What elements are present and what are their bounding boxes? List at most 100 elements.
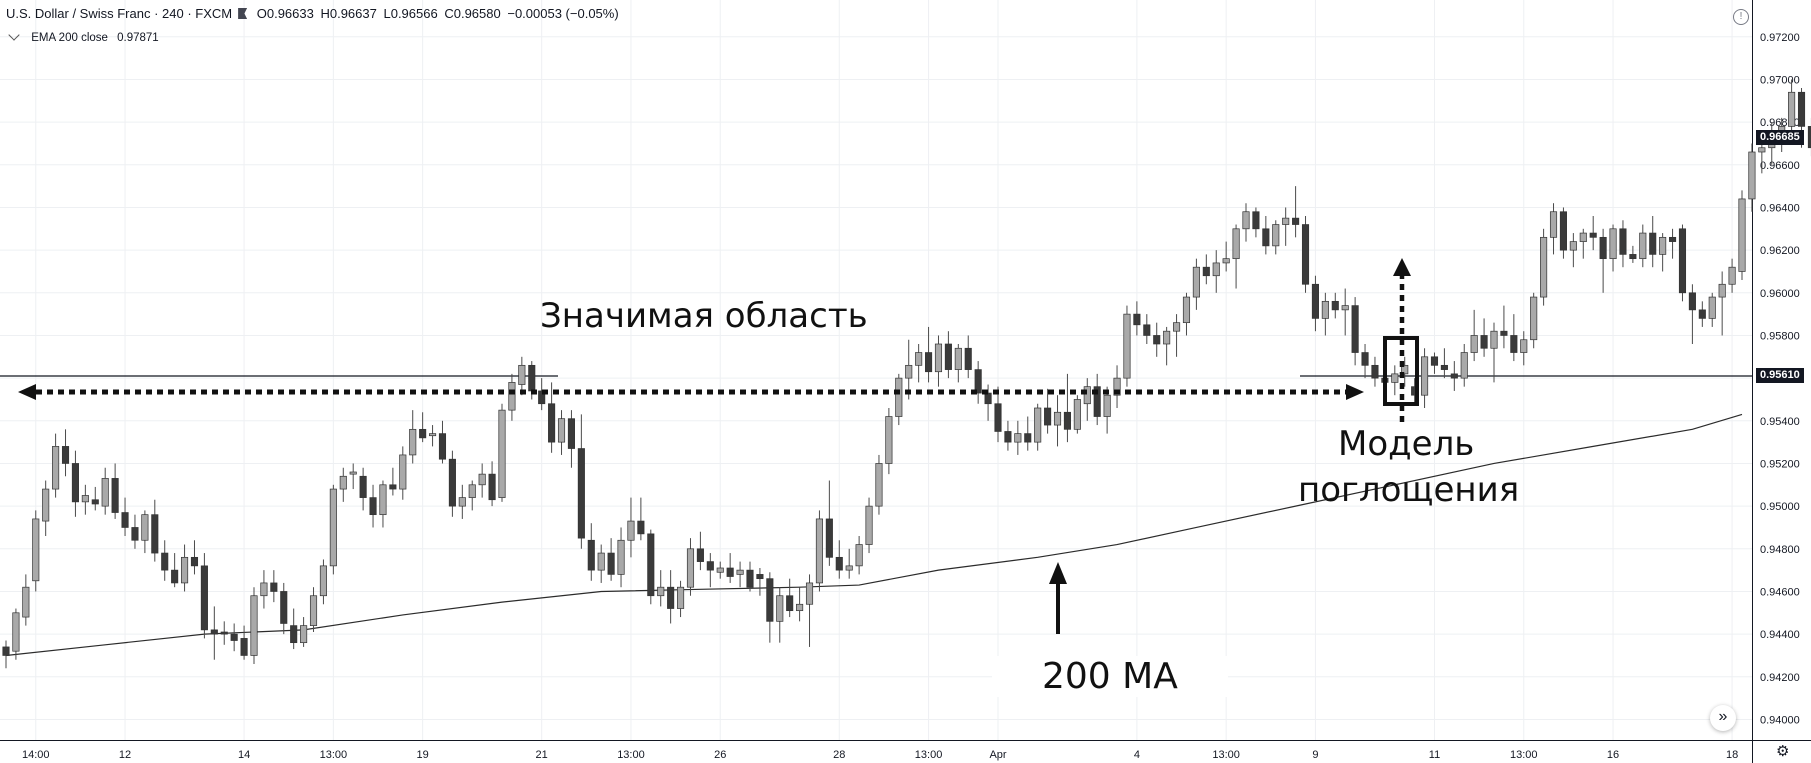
candle-bull	[32, 518, 40, 582]
candle-bull	[1728, 266, 1736, 285]
candle-bear	[210, 629, 218, 635]
candle-bear	[438, 433, 447, 460]
candle-bear	[1202, 266, 1210, 277]
flag-icon[interactable]	[238, 8, 248, 19]
candle-bull	[855, 544, 863, 567]
price-tick-label: 0.94200	[1760, 672, 1800, 684]
candle-bull	[1421, 356, 1429, 396]
candle-bull	[1341, 305, 1349, 311]
price-tick-label: 0.94600	[1760, 586, 1800, 598]
candle-bull	[1470, 335, 1478, 353]
candle-bull	[309, 595, 318, 626]
candle-bull	[429, 433, 437, 437]
candle-bear	[91, 499, 99, 505]
candle-bull	[1123, 313, 1131, 379]
candle-bull	[260, 582, 268, 597]
candle-bear	[766, 578, 774, 622]
candle-bull	[399, 454, 407, 490]
zone-arrow-head-right	[1346, 384, 1364, 400]
candle-bull	[42, 488, 50, 522]
time-tick-label: 18	[1726, 749, 1738, 761]
engulfing-arrow-head	[1393, 258, 1411, 276]
price-tick-label: 0.94400	[1760, 629, 1800, 641]
candle-bull	[508, 382, 516, 411]
time-tick-label: 19	[417, 749, 429, 761]
candle-bull	[875, 463, 883, 507]
candle-bull	[1113, 377, 1121, 396]
candle-bull	[736, 569, 744, 575]
scroll-to-realtime-icon[interactable]: »	[1710, 705, 1736, 731]
candle-bull	[1282, 217, 1290, 225]
candle-bull	[1788, 91, 1796, 127]
candle-bear	[1589, 232, 1597, 238]
candle-bull	[954, 347, 962, 370]
candle-bear	[369, 497, 377, 516]
candle-bull	[1540, 236, 1548, 298]
candle-bear	[200, 565, 208, 631]
candle-bear	[280, 591, 288, 624]
time-tick-label: 14	[238, 749, 250, 761]
candle-bull	[1321, 300, 1329, 319]
candle-bull	[716, 567, 724, 573]
candle-bear	[667, 586, 675, 609]
price-tick-label: 0.94000	[1760, 714, 1800, 726]
candle-bull	[1718, 283, 1726, 298]
candle-bear	[1619, 228, 1627, 255]
candle-bear	[1331, 300, 1339, 311]
candle-bear	[726, 567, 734, 577]
candle-bear	[1361, 352, 1369, 366]
candle-bull	[1490, 330, 1498, 349]
price-tick-label: 0.95200	[1760, 458, 1800, 470]
candle-bear	[974, 369, 982, 394]
symbol-title[interactable]: U.S. Dollar / Swiss Franc · 240 · FXCM	[6, 6, 233, 21]
candle-bull	[1192, 266, 1200, 298]
candle-bear	[706, 561, 714, 571]
candle-bear	[538, 390, 546, 405]
candle-bear	[488, 473, 496, 501]
candle-bull	[300, 625, 308, 644]
time-tick-label: 9	[1312, 749, 1318, 761]
time-tick-label: 12	[119, 749, 131, 761]
gear-icon[interactable]: ⚙	[1776, 743, 1790, 760]
level-price-tag: 0.95610	[1756, 368, 1804, 383]
candle-bear	[2, 646, 10, 656]
time-tick-label: 28	[833, 749, 845, 761]
candle-bull	[141, 514, 149, 541]
candle-bear	[607, 552, 615, 575]
indicator-legend[interactable]: EMA 200 close 0.97871	[6, 29, 159, 44]
price-tick-label: 0.97000	[1760, 74, 1800, 86]
candle-bear	[637, 520, 645, 535]
candle-bull	[518, 364, 526, 385]
candle-bull	[1163, 330, 1171, 345]
ema-200-line	[5, 413, 1743, 657]
time-tick-label: 13:00	[915, 749, 943, 761]
candle-bear	[1311, 283, 1319, 319]
candle-bear	[1153, 335, 1161, 345]
candle-bull	[52, 446, 60, 490]
candle-bull	[1579, 232, 1587, 242]
candle-bear	[61, 446, 70, 464]
candle-bear	[1698, 309, 1706, 319]
candle-bull	[478, 473, 486, 486]
candle-bull	[815, 518, 823, 584]
candle-bull	[905, 364, 913, 379]
candle-bull	[1222, 258, 1230, 264]
candle-bear	[111, 478, 119, 513]
candle-bear	[1301, 224, 1310, 285]
candle-bull	[776, 595, 784, 622]
candle-bear	[1371, 364, 1379, 379]
candle-bear	[528, 364, 536, 392]
chevron-down-icon[interactable]	[8, 29, 20, 41]
candle-bull	[319, 565, 327, 597]
candle-bear	[925, 352, 933, 373]
candle-bear	[1044, 407, 1052, 426]
candle-bear	[1143, 324, 1151, 336]
candle-bear	[1262, 228, 1270, 247]
info-icon[interactable]: !	[1733, 9, 1749, 25]
engulfing-annotation-line1: Модель	[1338, 424, 1475, 464]
time-tick-label: 16	[1607, 749, 1619, 761]
candle-bear	[1599, 236, 1607, 260]
candle-bull	[1758, 147, 1766, 153]
candle-bull	[617, 539, 625, 575]
